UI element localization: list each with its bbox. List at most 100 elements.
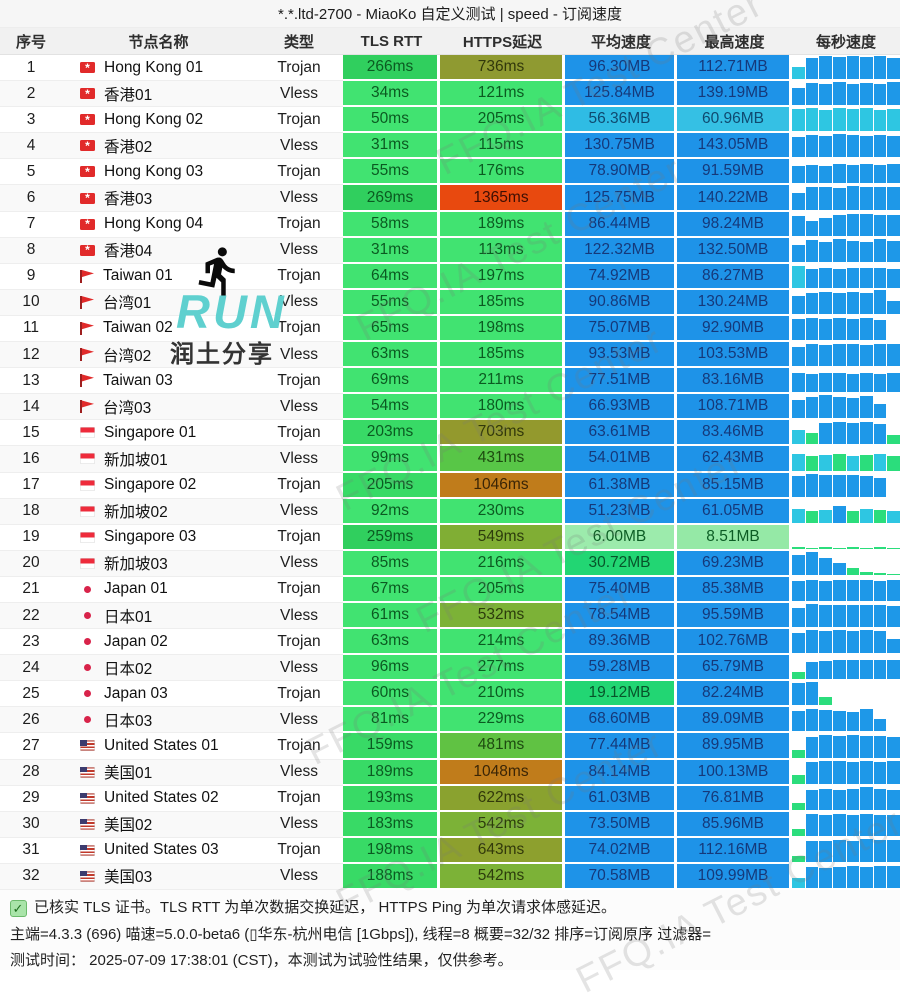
speed-bars	[792, 811, 900, 838]
table-row[interactable]: 5 Hong Kong 03 Trojan55ms176ms78.90MB91.59…	[0, 159, 900, 186]
table-row[interactable]: 3 Hong Kong 02 Trojan50ms205ms56.36MB60.96…	[0, 107, 900, 134]
table-row[interactable]: 22 日本01 Vless 61ms 532ms 78.54MB 95.59MB	[0, 602, 900, 630]
speed-bar	[860, 571, 873, 575]
speed-bar	[792, 750, 805, 758]
max-speed-cell: 85.15MB	[677, 472, 792, 499]
speed-bar	[832, 814, 846, 836]
speed-bars	[792, 368, 900, 395]
header-cell-3[interactable]: TLS RTT	[360, 32, 423, 50]
table-row[interactable]: 24 日本02 Vless 96ms 277ms 59.28MB 65.79MB	[0, 655, 900, 682]
tls-rtt-cell: 50ms	[343, 107, 440, 134]
table-row[interactable]: 29 United States 02 Trojan 193ms 622ms 61.03M…	[0, 785, 900, 812]
speed-bar	[846, 186, 860, 210]
speed-bar	[860, 187, 873, 210]
speed-bar	[846, 83, 860, 106]
sg-flag-icon	[80, 557, 95, 569]
table-row[interactable]: 15 Singapore 01 Trojan 203ms 703ms 63.61MB 83.…	[0, 420, 900, 447]
max-speed-cell: 132.50MB	[677, 237, 792, 264]
table-row[interactable]: 10 台湾01 Vless 55ms 185ms 90.86MB 130.24MB	[0, 289, 900, 316]
header-cell-1[interactable]: 节点名称	[128, 33, 189, 51]
table-row[interactable]: 32 美国03 Vless 188ms 542ms 70.58MB 109.99MB	[0, 863, 900, 890]
speed-bar	[846, 735, 860, 758]
header-cell-0[interactable]: 序号	[15, 33, 46, 51]
speed-bar	[792, 88, 805, 106]
table-row[interactable]: 20 新加坡03 Vless 85ms 216ms 30.72MB 69.23MB	[0, 550, 900, 577]
speed-bar	[792, 710, 805, 732]
https-latency-cell: 736ms	[440, 55, 565, 82]
speed-bar	[792, 855, 805, 862]
speed-bar	[846, 135, 860, 158]
tls-verified-checkbox-icon[interactable]	[10, 899, 27, 917]
row-number: 12	[0, 342, 62, 369]
speed-bar	[805, 510, 819, 523]
speed-bar	[832, 579, 846, 601]
table-row[interactable]: 13 Taiwan 03 Trojan 69ms 211ms 77.51MB 83.16MB	[0, 368, 900, 395]
avg-speed-cell: 86.44MB	[565, 211, 677, 238]
node-name: Singapore 03	[104, 528, 197, 546]
table-row[interactable]: 23 Japan 02 Trojan 63ms 214ms 89.36MB 102.76MB	[0, 629, 900, 656]
avg-speed-cell: 130.75MB	[565, 133, 677, 160]
table-row[interactable]: 26 日本03 Vless 81ms 229ms 68.60MB 89.09MB	[0, 707, 900, 734]
node-name-cell: Japan 03	[62, 681, 255, 708]
node-name-cell: 台湾02	[62, 342, 255, 369]
row-number: 11	[0, 316, 62, 343]
speed-bar	[805, 866, 819, 888]
node-name-cell: Japan 02	[62, 629, 255, 656]
node-name-cell: Hong Kong 03	[62, 159, 255, 186]
table-row[interactable]: 25 Japan 03 Trojan 60ms 210ms 19.12MB 82.24MB	[0, 681, 900, 708]
jp-flag-icon	[80, 688, 95, 699]
table-row[interactable]: 21 Japan 01 Trojan 67ms 205ms 75.40MB 85.38MB	[0, 576, 900, 603]
speed-bar	[792, 67, 805, 80]
speed-bar	[819, 218, 832, 236]
https-latency-cell: 197ms	[440, 263, 565, 290]
table-row[interactable]: 9 Taiwan 01 Trojan 64ms 197ms 74.92MB 86.27MB	[0, 263, 900, 290]
max-speed-cell: 89.09MB	[677, 707, 792, 734]
speed-bar	[873, 343, 887, 367]
speed-bar	[846, 547, 860, 549]
speed-bar	[805, 396, 819, 419]
table-row[interactable]: 30 美国02 Vless 183ms 542ms 73.50MB 85.96MB	[0, 811, 900, 838]
table-row[interactable]: 7 Hong Kong 04 Trojan58ms189ms86.44MB98.24…	[0, 211, 900, 238]
speed-bar	[887, 187, 900, 210]
protocol-type: Vless	[255, 864, 343, 890]
table-row[interactable]: 14 台湾03 Vless 54ms 180ms 66.93MB 108.71MB	[0, 394, 900, 421]
row-number: 24	[0, 655, 62, 682]
protocol-type: Trojan	[255, 107, 343, 134]
speed-bar	[805, 841, 819, 862]
table-row[interactable]: 12 台湾02 Vless 63ms 185ms 93.53MB 103.53MB	[0, 342, 900, 369]
speed-bar	[860, 761, 873, 784]
table-row[interactable]: 17 Singapore 02 Trojan 205ms 1046ms 61.38MB 85…	[0, 472, 900, 499]
protocol-type: Trojan	[255, 473, 343, 499]
https-latency-cell: 115ms	[440, 133, 565, 160]
table-row[interactable]: 19 Singapore 03 Trojan 259ms 549ms 6.00MB 8.51…	[0, 524, 900, 551]
avg-speed-cell: 51.23MB	[565, 498, 677, 525]
header-cell-7[interactable]: 每秒速度	[815, 33, 876, 51]
header-cell-2[interactable]: 类型	[283, 33, 314, 51]
table-row[interactable]: 28 美国01 Vless 189ms 1048ms 84.14MB 100.13MB	[0, 759, 900, 786]
table-row[interactable]: 27 United States 01 Trojan 159ms 481ms 77.44M…	[0, 733, 900, 760]
speed-bar	[792, 136, 805, 158]
window-title-bar[interactable]: *.*.ltd-2700 - MiaoKo 自定义测试 | speed - 订阅…	[0, 0, 900, 28]
row-number: 7	[0, 212, 62, 238]
header-cell-6[interactable]: 最高速度	[704, 33, 765, 51]
table-row[interactable]: 18 新加坡02 Vless 92ms 230ms 51.23MB 61.05MB	[0, 498, 900, 525]
jp-flag-icon	[80, 610, 95, 621]
table-row[interactable]: 1 Hong Kong 01 Trojan266ms736ms96.30MB112.…	[0, 55, 900, 82]
speed-bar	[832, 475, 846, 497]
header-cell-4[interactable]: HTTPS延迟	[462, 33, 543, 51]
speed-bar	[819, 165, 832, 184]
speed-bar	[887, 300, 900, 314]
table-row[interactable]: 11 Taiwan 02 Trojan 65ms 198ms 75.07MB 92.90MB	[0, 315, 900, 343]
node-name: Hong Kong 04	[104, 215, 204, 233]
table-row[interactable]: 31 United States 03 Trojan 198ms 643ms 74.02M…	[0, 837, 900, 864]
tls-rtt-cell: 31ms	[343, 133, 440, 160]
us-flag-icon	[80, 818, 95, 830]
speed-bar	[873, 319, 887, 341]
speed-bar	[805, 240, 819, 262]
table-row[interactable]: 16 新加坡01 Vless 99ms 431ms 54.01MB 62.43MB	[0, 446, 900, 473]
header-cell-5[interactable]: 平均速度	[590, 33, 651, 51]
